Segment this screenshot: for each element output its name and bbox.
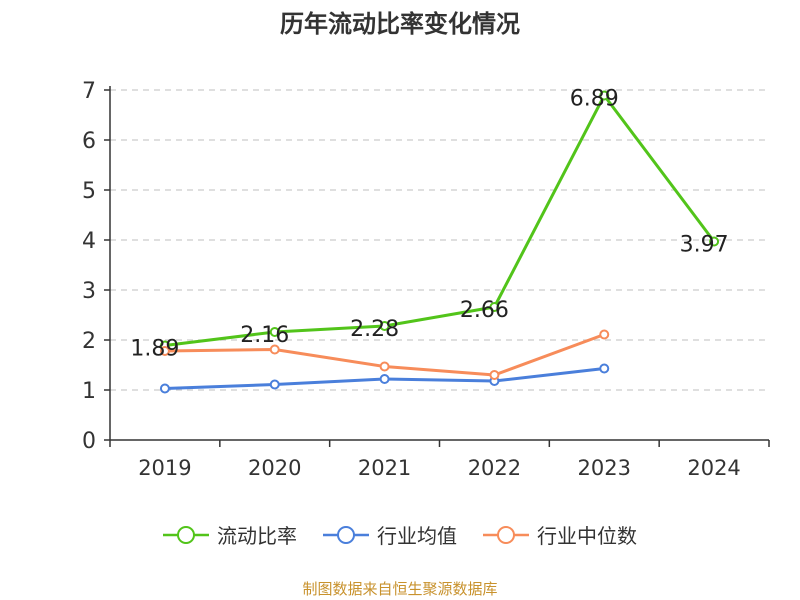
y-tick-label: 6 bbox=[82, 129, 96, 154]
data-label: 1.89 bbox=[130, 337, 179, 362]
data-point[interactable] bbox=[269, 379, 280, 390]
series-lines bbox=[159, 90, 720, 394]
data-point[interactable] bbox=[709, 236, 720, 247]
y-tick-label: 5 bbox=[82, 179, 96, 204]
data-label: 2.16 bbox=[240, 323, 289, 348]
legend-item-industry-median[interactable]: 行业中位数 bbox=[483, 520, 637, 549]
x-tick-label: 2023 bbox=[578, 456, 631, 480]
legend-marker-icon bbox=[323, 525, 369, 544]
legend-label: 行业均值 bbox=[377, 524, 457, 548]
data-point[interactable] bbox=[599, 329, 610, 340]
x-tick-label: 2020 bbox=[248, 456, 301, 480]
data-label: 2.66 bbox=[460, 298, 509, 323]
data-point[interactable] bbox=[159, 346, 170, 356]
chart-title: 历年流动比率变化情况 bbox=[280, 10, 520, 38]
data-point[interactable] bbox=[269, 327, 280, 337]
legend-label: 行业中位数 bbox=[537, 524, 637, 548]
data-point[interactable] bbox=[599, 90, 610, 101]
legend-label: 流动比率 bbox=[217, 524, 297, 548]
x-tick-label: 2024 bbox=[687, 456, 740, 480]
y-tick-label: 7 bbox=[82, 79, 96, 104]
legend-marker-icon bbox=[163, 525, 209, 544]
data-point[interactable] bbox=[599, 363, 610, 374]
y-tick-label: 1 bbox=[82, 379, 96, 404]
data-label: 6.89 bbox=[570, 87, 619, 112]
y-tick-label: 3 bbox=[82, 279, 96, 304]
legend-item-current-ratio[interactable]: 流动比率 bbox=[163, 520, 297, 549]
y-tick-label: 2 bbox=[82, 329, 96, 354]
x-tick-label: 2019 bbox=[138, 456, 191, 480]
x-tick-label: 2022 bbox=[468, 456, 521, 480]
data-label: 2.28 bbox=[350, 317, 399, 342]
source-note: 制图数据来自恒生聚源数据库 bbox=[302, 580, 498, 598]
legend: 流动比率 行业均值 行业中位数 bbox=[0, 520, 800, 549]
grid-lines bbox=[110, 89, 769, 391]
y-tick-label: 0 bbox=[82, 429, 96, 454]
legend-marker-icon bbox=[483, 525, 529, 544]
data-point[interactable] bbox=[379, 361, 390, 372]
data-point[interactable] bbox=[379, 374, 390, 384]
axes: 0 1 2 3 4 5 6 7 2019 2020 2021 2022 2023 2024 bbox=[82, 79, 770, 480]
legend-item-industry-mean[interactable]: 行业均值 bbox=[323, 520, 457, 549]
data-point[interactable] bbox=[159, 383, 170, 394]
data-point[interactable] bbox=[489, 302, 500, 312]
data-labels: 1.89 2.16 2.28 2.66 6.89 3.97 bbox=[130, 87, 728, 362]
data-point[interactable] bbox=[379, 321, 390, 331]
x-tick-label: 2021 bbox=[358, 456, 411, 480]
data-point[interactable] bbox=[489, 370, 500, 380]
data-point[interactable] bbox=[269, 344, 280, 355]
y-tick-label: 4 bbox=[82, 229, 96, 254]
data-label: 3.97 bbox=[680, 233, 729, 258]
series-line bbox=[164, 94, 716, 347]
